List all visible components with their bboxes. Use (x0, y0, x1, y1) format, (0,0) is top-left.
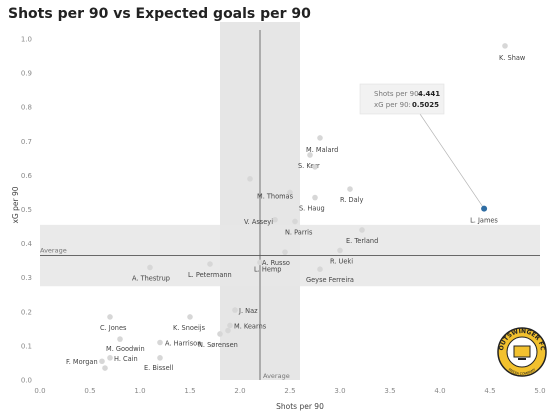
data-point (287, 189, 293, 196)
data-point (147, 264, 153, 271)
y-tick-label: 0.9 (21, 70, 32, 78)
data-point (225, 327, 231, 334)
x-tick-label: 2.5 (284, 387, 295, 395)
point-label: Geyse Ferreira (306, 276, 354, 284)
point-label: S. Kerr (298, 162, 320, 170)
point-label: E. Bissell (144, 364, 173, 372)
point-label: R. Daly (340, 196, 363, 204)
y-tick-label: 0.4 (21, 240, 33, 248)
tooltip-x-value: 4.441 (418, 90, 440, 98)
x-tick-label: 0.0 (34, 387, 45, 395)
point-label: L. James (470, 217, 498, 225)
data-point (207, 261, 213, 267)
point-label: M. Thomas (257, 192, 294, 200)
y-tick-label: 0.7 (21, 138, 32, 146)
point-label: K. Shaw (499, 54, 526, 62)
y-axis-label: xG per 90 (11, 186, 20, 223)
y-tick-label: 0.6 (21, 172, 33, 180)
point-label: M. Kearns (234, 322, 267, 330)
data-point (347, 186, 353, 192)
x-tick-label: 3.0 (334, 387, 345, 395)
x-tick-label: 1.0 (134, 387, 145, 395)
data-point (317, 266, 323, 272)
point-label: L. Petermann (188, 271, 232, 279)
point-label: H. Cain (114, 355, 138, 363)
y-tick-label: 0.8 (21, 104, 32, 112)
point-label: F. Morgan (66, 358, 98, 366)
data-point (282, 249, 288, 255)
point-label: A. Thestrup (132, 274, 170, 282)
data-point (502, 43, 508, 49)
data-point (307, 152, 313, 158)
point-label: L. Hemp (254, 265, 282, 273)
data-point (257, 259, 263, 266)
point-label: N. Parris (285, 228, 313, 236)
tooltip-box (359, 83, 445, 115)
data-point (312, 164, 318, 170)
y-tick-label: 0.0 (21, 377, 32, 385)
data-point (102, 365, 108, 371)
x-tick-label: 2.0 (234, 387, 245, 395)
average-y-label: Average (40, 247, 67, 255)
point-label: A. Russo (262, 259, 290, 267)
data-point (317, 135, 323, 141)
data-point (117, 336, 123, 342)
chart-title: Shots per 90 vs Expected goals per 90 (8, 6, 311, 22)
data-point (157, 339, 163, 346)
point-label: M. Malard (306, 146, 338, 154)
y-tick-label: 0.1 (21, 342, 32, 350)
point-label: J. Naz (238, 307, 258, 315)
data-point (227, 322, 233, 329)
data-point (337, 247, 343, 254)
data-point (99, 358, 105, 365)
x-tick-label: 5.0 (534, 387, 545, 395)
x-tick-label: 0.5 (84, 387, 95, 395)
y-tick-label: 0.5 (21, 206, 32, 214)
data-point (232, 307, 238, 313)
data-point (272, 216, 278, 223)
tooltip-y-value: 0.5025 (412, 101, 439, 109)
data-point (157, 355, 163, 361)
point-label: C. Jones (100, 324, 127, 332)
x-tick-label: 4.0 (434, 387, 445, 395)
data-point (247, 176, 253, 182)
point-label: N. Sørensen (198, 341, 238, 349)
tooltip-x-label: Shots per 90: (374, 90, 421, 98)
point-label: R. Ueki (330, 257, 353, 265)
logo-stand-icon (518, 358, 526, 360)
average-x-label: Average (263, 372, 290, 380)
data-point (359, 227, 365, 233)
y-tick-label: 1.0 (21, 36, 32, 44)
tooltip-connector (419, 113, 485, 209)
point-label: S. Haug (299, 205, 325, 213)
x-tick-label: 1.5 (184, 387, 195, 395)
point-label: M. Goodwin (106, 345, 145, 353)
data-point (312, 194, 318, 201)
data-point (107, 355, 113, 361)
data-point (107, 314, 113, 320)
y-tick-label: 0.2 (21, 308, 32, 316)
x-tick-label: 3.5 (384, 387, 395, 395)
point-label: E. Terland (346, 237, 378, 245)
data-point (292, 218, 298, 225)
x-axis-label: Shots per 90 (276, 402, 324, 411)
point-label: K. Snoeijs (173, 324, 206, 332)
logo-screen-icon (513, 345, 531, 358)
x-tick-label: 4.5 (484, 387, 495, 395)
point-label: A. Harrison (165, 339, 201, 347)
data-point (217, 331, 223, 337)
tooltip-y-label: xG per 90: (374, 101, 411, 109)
point-label: V. Asseyi (244, 218, 273, 226)
data-point (187, 314, 193, 320)
y-tick-label: 0.3 (21, 274, 32, 282)
highlight-point (481, 205, 488, 212)
